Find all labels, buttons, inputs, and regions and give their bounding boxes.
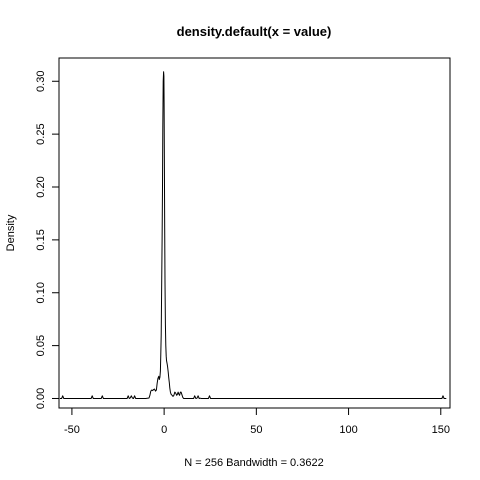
y-tick-label: 0.10 <box>35 282 47 303</box>
x-tick-label: 50 <box>250 424 262 436</box>
y-tick-label: 0.30 <box>35 71 47 92</box>
x-tick-label: -50 <box>64 424 80 436</box>
x-axis-label: N = 256 Bandwidth = 0.3622 <box>184 457 323 469</box>
x-tick-label: 0 <box>161 424 167 436</box>
chart-title: density.default(x = value) <box>177 24 332 39</box>
series-layer <box>59 71 447 399</box>
y-axis-label: Density <box>5 214 17 251</box>
y-axis: 0.00 0.05 0.10 0.15 0.20 0.25 0.30 <box>35 71 60 409</box>
y-tick-label: 0.15 <box>35 229 47 250</box>
plot-frame <box>58 57 451 409</box>
density-curve <box>59 71 447 399</box>
x-tick-label: 150 <box>432 424 450 436</box>
y-tick-label: 0.00 <box>35 388 47 409</box>
y-tick-label: 0.05 <box>35 335 47 356</box>
y-tick-label: 0.25 <box>35 123 47 144</box>
y-tick-label: 0.20 <box>35 176 47 197</box>
x-axis: -50 0 50 100 150 <box>64 407 450 436</box>
x-tick-label: 100 <box>339 424 357 436</box>
